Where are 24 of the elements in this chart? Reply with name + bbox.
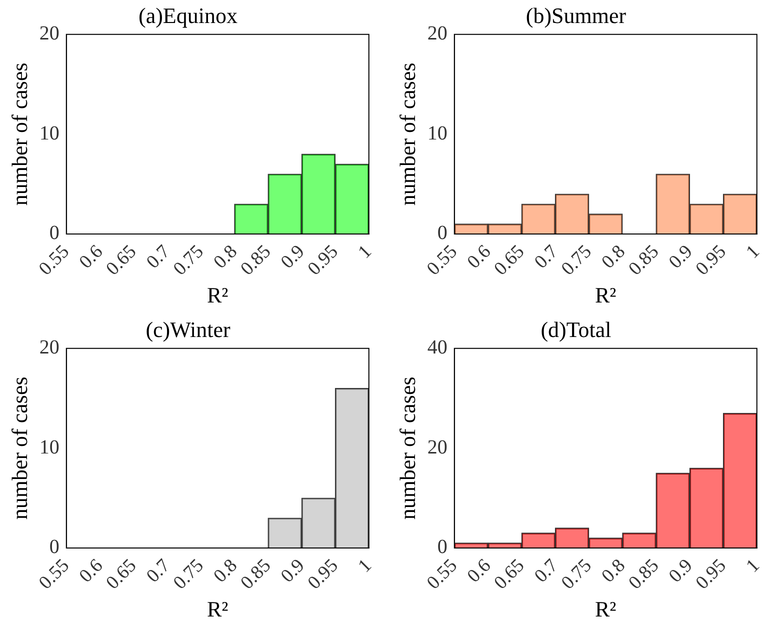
x-tick-label: 1 xyxy=(742,555,764,577)
x-axis-title: R² xyxy=(207,282,229,308)
y-tick-label: 20 xyxy=(39,336,60,359)
x-axis-title: R² xyxy=(207,596,229,622)
y-axis-title: number of cases xyxy=(394,62,420,206)
y-tick-label: 20 xyxy=(427,436,448,458)
y-tick-label: 10 xyxy=(427,122,448,144)
y-tick-label: 20 xyxy=(427,22,448,45)
x-axis-title: R² xyxy=(595,596,617,622)
x-tick-label: 1 xyxy=(742,241,764,263)
y-tick-label: 10 xyxy=(39,436,60,458)
y-tick-label: 40 xyxy=(427,336,448,359)
y-axis-title: number of cases xyxy=(6,62,32,206)
x-axis-title: R² xyxy=(595,282,617,308)
chart-title: (b)Summer xyxy=(526,2,627,28)
chart-title: (d)Total xyxy=(540,316,612,342)
chart-title: (c)Winter xyxy=(146,316,231,342)
y-axis-title: number of cases xyxy=(6,376,32,520)
y-tick-label: 20 xyxy=(39,22,60,45)
chart-title: (a)Equinox xyxy=(138,2,238,28)
x-tick-label: 1 xyxy=(354,555,376,577)
y-tick-label: 10 xyxy=(39,122,60,144)
y-axis-title: number of cases xyxy=(394,376,420,520)
x-tick-label: 1 xyxy=(354,241,376,263)
